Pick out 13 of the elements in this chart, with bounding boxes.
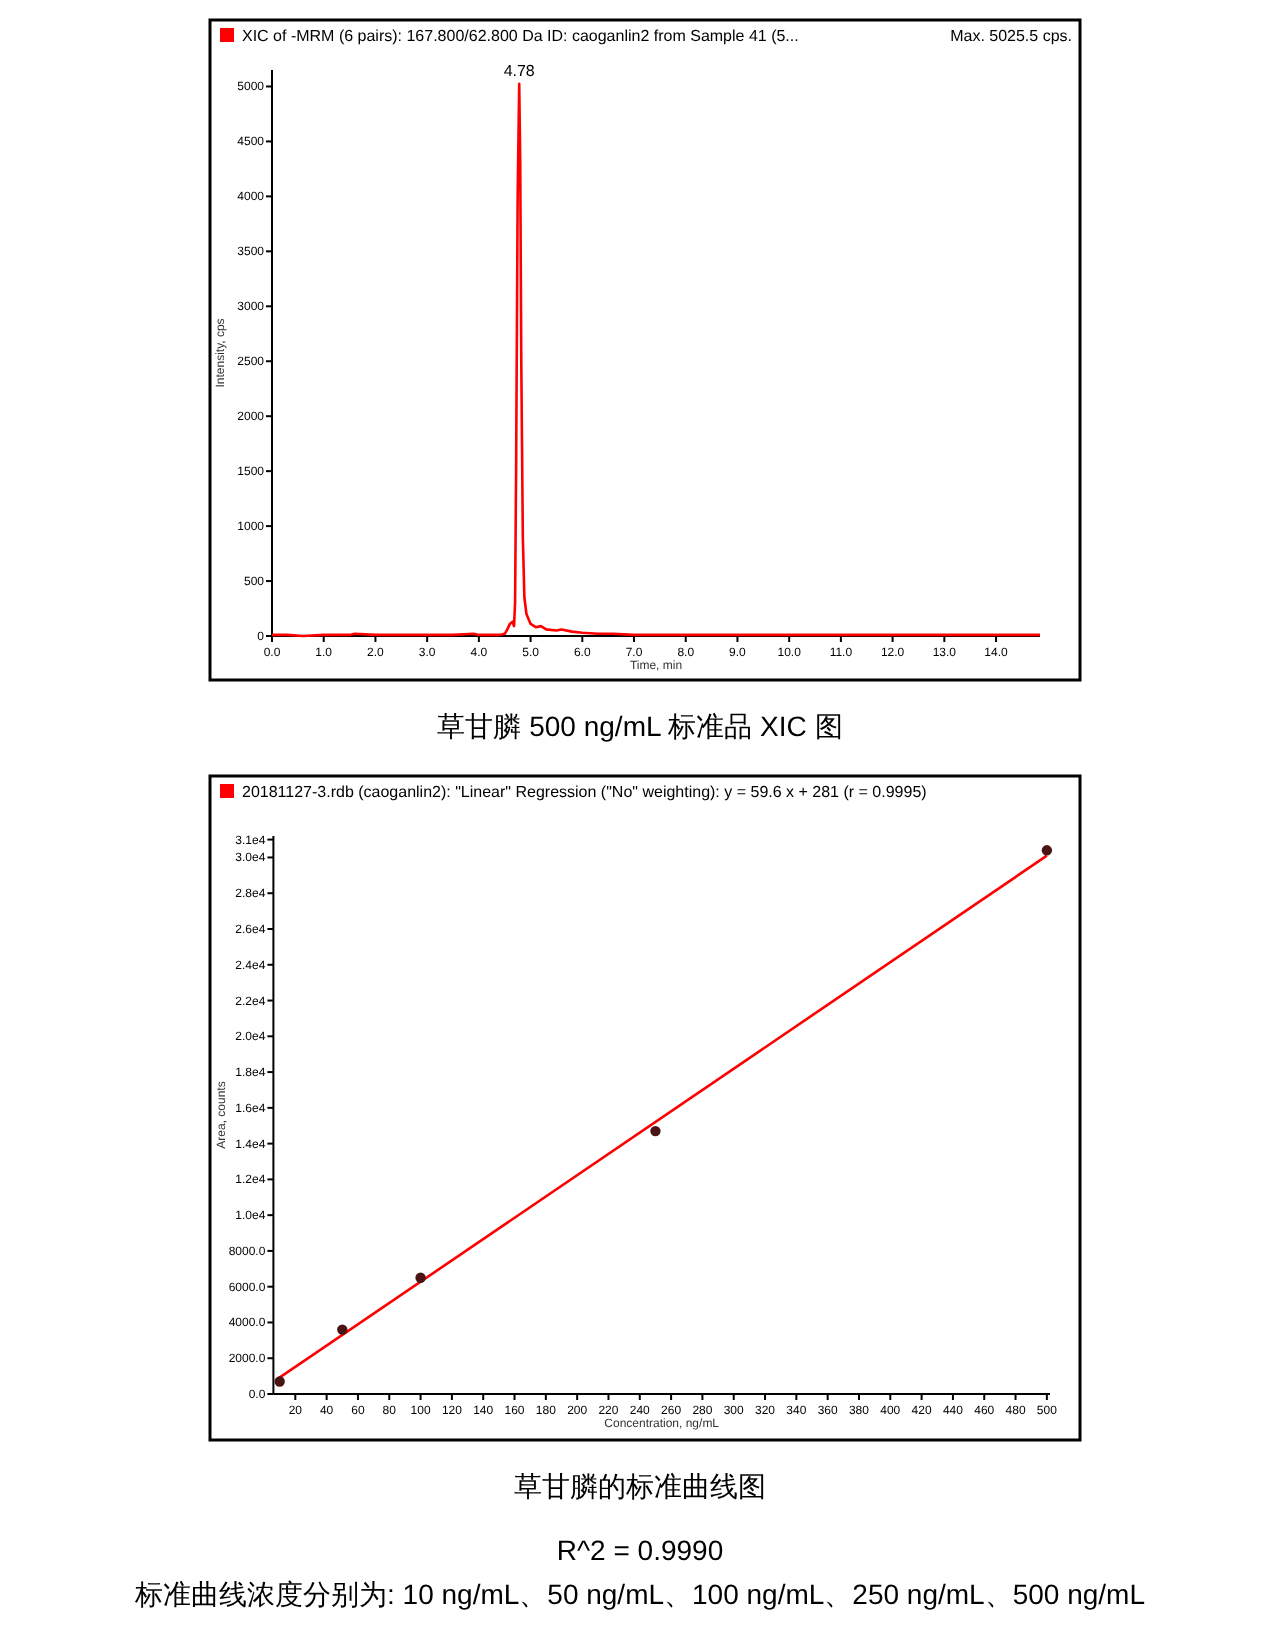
point	[1041, 845, 1053, 856]
point	[650, 1125, 661, 1137]
text: R^2 = 0.9990	[556, 1534, 724, 1566]
point	[337, 1324, 348, 1335]
chart-title: 20181127-3.rdb (caoganlin2): "Linear" Regression ("No" weighting): y = 59.6 x + 281 (r = 0.9995)	[242, 783, 928, 801]
text: 标准曲线浓度分别为: 10 ng/mL、50 ng/mL、100 ng/mL、250 ng/mL、500 ng/mL	[133, 1578, 1146, 1610]
point	[415, 1272, 426, 1283]
point	[274, 1376, 285, 1387]
text: Max. 5025.5 cps.	[950, 27, 1072, 45]
text: 草甘膦 500 ng/mL 标准品 XIC 图	[437, 710, 843, 742]
chart-title: XIC of -MRM (6 pairs): 167.800/62.800 Da ID: caoganlin2 from Sample 41 (5...	[242, 27, 799, 45]
annotation: 4.78	[503, 61, 536, 80]
text: 草甘膦的标准曲线图	[514, 1470, 766, 1502]
